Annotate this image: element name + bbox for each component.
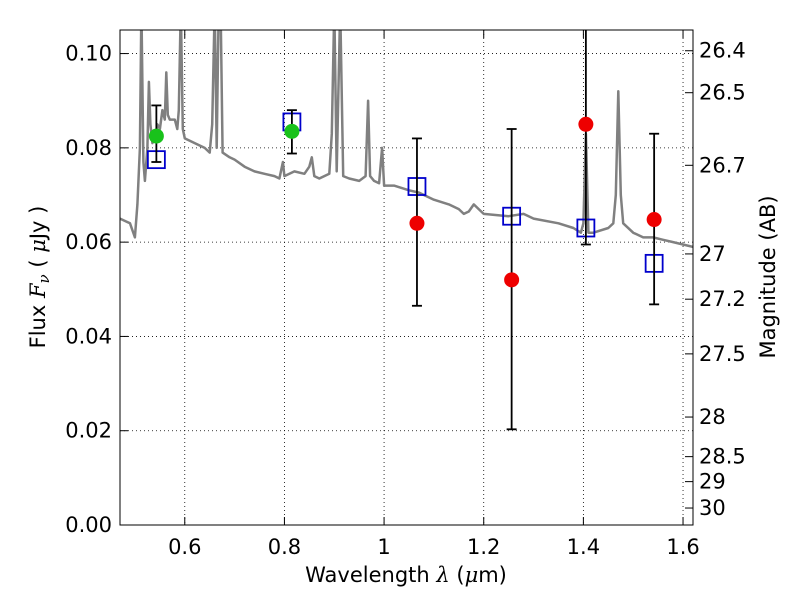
observed-flux-nondetected-point [409, 215, 425, 231]
axis-ticks: 0.6 0.8 1 1.2 1.4 1.6 0.00 0.02 0.04 0.06 0.08 0.10… [65, 30, 746, 559]
mag-tick-label: 29 [699, 470, 726, 494]
observed-flux-nondetected-point [578, 116, 594, 132]
mag-tick-label: 26.5 [699, 81, 746, 105]
spectrum-line [120, 30, 693, 249]
marker-layer [146, 30, 664, 431]
observed-flux-detected-point [284, 123, 300, 139]
x-tick-label: 1.2 [467, 535, 500, 559]
mag-tick-label: 30 [699, 496, 726, 520]
y-tick-label: 0.00 [65, 513, 112, 537]
mag-tick-label: 27 [699, 242, 726, 266]
observed-flux-nondetected-point [646, 212, 662, 228]
x-tick-label: 0.8 [268, 535, 301, 559]
mag-tick-label: 28.5 [699, 445, 746, 469]
mag-tick-label: 27.2 [699, 287, 746, 311]
x-tick-label: 1.4 [567, 535, 600, 559]
mag-tick-label: 26.4 [699, 39, 746, 63]
x-tick-label: 0.6 [168, 535, 201, 559]
plot-background [120, 30, 693, 525]
mag-tick-label: 28 [699, 405, 726, 429]
y-tick-label: 0.04 [65, 324, 112, 348]
x-tick-label: 1.6 [666, 535, 699, 559]
y-tick-label: 0.08 [65, 136, 112, 160]
observed-flux-detected-point [148, 128, 164, 144]
y-tick-label: 0.02 [65, 419, 112, 443]
spectrum-layer [120, 30, 693, 249]
mag-tick-label: 26.7 [699, 153, 746, 177]
mag-tick-label: 27.5 [699, 342, 746, 366]
x-tick-label: 1 [377, 535, 390, 559]
x-axis-title: Wavelength λ (μm) [305, 563, 507, 587]
plot-frame [119, 29, 694, 526]
y-tick-label: 0.10 [65, 42, 112, 66]
y-tick-label: 0.06 [65, 230, 112, 254]
y-axis-title: Flux Fν ( μJy ) [26, 206, 53, 349]
y2-axis-title: Magnitude (AB) [756, 195, 780, 358]
observed-flux-nondetected-point [504, 272, 520, 288]
grid-lines [120, 30, 693, 526]
